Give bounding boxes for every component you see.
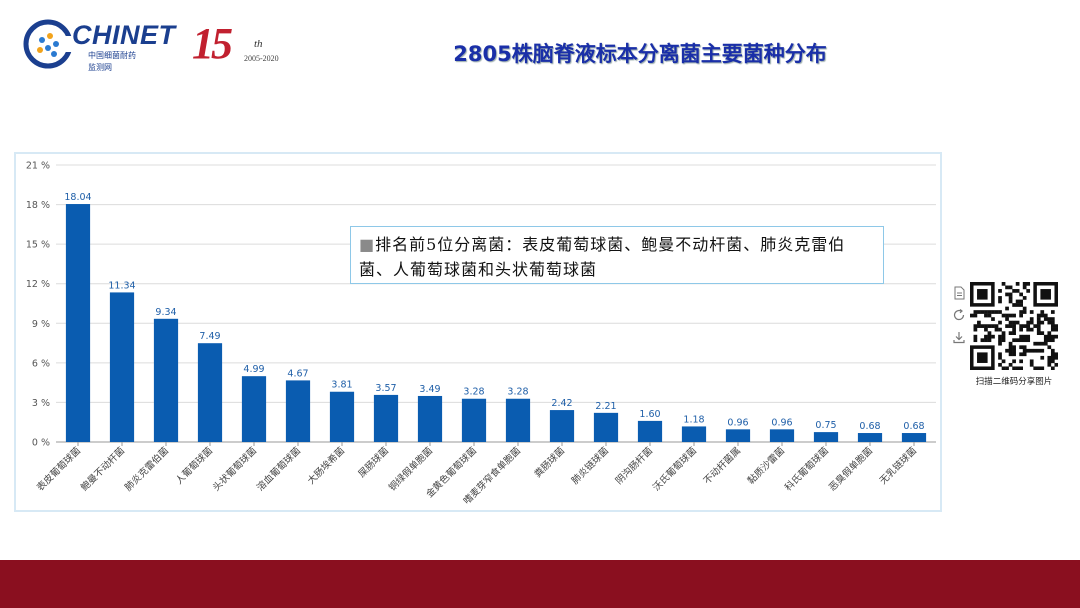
y-tick-label: 3 % — [32, 398, 50, 409]
download-icon[interactable] — [952, 330, 966, 344]
anniversary-number: 15 — [192, 19, 233, 68]
data-label: 0.75 — [815, 420, 836, 431]
bar — [285, 380, 311, 442]
data-label: 0.96 — [727, 417, 748, 428]
x-tick-label: 头状葡萄球菌 — [210, 445, 259, 494]
y-tick-label: 21 % — [26, 161, 50, 172]
note-bullet: ■ — [359, 235, 376, 254]
data-label: 3.28 — [463, 387, 484, 398]
qr-caption: 扫描二维码分享图片 — [975, 377, 1053, 387]
bar-chart: 0 % 3 % 6 % 9 % 12 % 15 % 18 % 21 % 18.04 表皮葡萄球菌 1… — [26, 161, 936, 507]
bar — [593, 412, 619, 442]
note-text: 排名前5位分离菌：表皮葡萄球菌、鲍曼不动杆菌、肺炎克雷伯菌、人葡萄球菌和头状葡萄… — [359, 235, 846, 279]
annotation-box: ■排名前5位分离菌：表皮葡萄球菌、鲍曼不动杆菌、肺炎克雷伯菌、人葡萄球菌和头状葡… — [350, 226, 884, 284]
data-label: 1.60 — [639, 409, 660, 420]
y-tick-label: 18 % — [26, 200, 50, 211]
x-tick-label: 无乳链球菌 — [877, 445, 919, 487]
bar — [329, 391, 355, 442]
bar — [417, 395, 443, 442]
y-tick-label: 9 % — [32, 319, 50, 330]
logo-subtitle-2: 监测网 — [88, 63, 112, 72]
y-tick-label: 12 % — [26, 279, 50, 290]
data-label: 11.34 — [108, 280, 135, 291]
x-tick-label: 恶臭假单胞菌 — [826, 445, 875, 494]
chinet-globe-icon — [23, 19, 74, 69]
bar — [373, 394, 399, 442]
bar — [637, 420, 663, 442]
data-label: 7.49 — [199, 331, 220, 342]
chart-container: 0 % 3 % 6 % 9 % 12 % 15 % 18 % 21 % 18.04 表皮葡萄球菌 1… — [14, 152, 942, 512]
x-tick-label: 铜绿假单胞菌 — [386, 445, 435, 494]
bar — [505, 398, 531, 442]
data-label: 4.67 — [287, 368, 308, 379]
logo-subtitle: 中国细菌耐药 — [88, 51, 136, 60]
data-label: 0.96 — [771, 417, 792, 428]
page-title: 2805株脑脊液标本分离菌主要菌种分布 — [453, 42, 827, 66]
data-label: 9.34 — [155, 307, 176, 318]
bar — [901, 433, 927, 442]
x-tick-label: 沃氏葡萄球菌 — [650, 445, 699, 494]
bar — [681, 426, 707, 442]
bar — [241, 376, 267, 442]
refresh-icon[interactable] — [952, 308, 966, 322]
x-tick-label: 表皮葡萄球菌 — [34, 445, 83, 494]
y-tick-label: 6 % — [32, 358, 50, 369]
bar — [197, 343, 223, 442]
bar — [65, 204, 91, 442]
document-icon[interactable] — [952, 286, 966, 300]
data-label: 2.21 — [595, 401, 616, 412]
bar — [813, 432, 839, 442]
y-tick-label: 15 % — [26, 240, 50, 251]
data-label: 0.68 — [903, 421, 924, 432]
x-tick-label: 肺炎链球菌 — [569, 445, 611, 487]
x-tick-label: 人葡萄球菌 — [173, 445, 215, 487]
bar — [549, 410, 575, 442]
x-tick-label: 大肠埃希菌 — [305, 445, 347, 487]
bar — [153, 318, 179, 442]
anniversary-years: 2005-2020 — [244, 54, 279, 63]
x-tick-label: 肺炎克雷伯菌 — [122, 445, 171, 494]
x-tick-label: 粪肠球菌 — [532, 445, 567, 480]
anniversary-suffix: th — [254, 38, 263, 50]
x-tick-label: 阴沟肠杆菌 — [613, 445, 655, 487]
logo-text: CHINET — [72, 20, 176, 50]
bar — [857, 433, 883, 442]
data-label: 3.57 — [375, 383, 396, 394]
x-tick-label: 不动杆菌属 — [701, 445, 743, 487]
data-label: 3.28 — [507, 387, 528, 398]
x-tick-label: 鲍曼不动杆菌 — [78, 445, 127, 494]
data-label: 18.04 — [64, 192, 91, 203]
bar — [109, 292, 135, 442]
x-tick-label: 屎肠球菌 — [356, 445, 391, 480]
y-tick-label: 0 % — [32, 438, 50, 449]
data-label: 3.49 — [419, 384, 440, 395]
footer-bar — [0, 560, 1080, 608]
bar — [461, 398, 487, 442]
chinet-logo: CHINET 中国细菌耐药 监测网 — [22, 18, 182, 72]
anniversary-logo: 15 th 2005-2020 — [188, 18, 298, 72]
qr-code[interactable] — [970, 282, 1058, 370]
bar — [725, 429, 751, 442]
data-label: 4.99 — [243, 364, 264, 375]
data-label: 1.18 — [683, 414, 704, 425]
data-label: 0.68 — [859, 421, 880, 432]
data-label: 2.42 — [551, 398, 572, 409]
x-tick-label: 科氏葡萄球菌 — [782, 445, 831, 494]
share-toolbar — [952, 286, 968, 356]
data-label: 3.81 — [331, 380, 352, 391]
x-tick-label: 黏质沙雷菌 — [745, 445, 787, 487]
x-tick-label: 溶血葡萄球菌 — [254, 445, 303, 494]
bar — [769, 429, 795, 442]
